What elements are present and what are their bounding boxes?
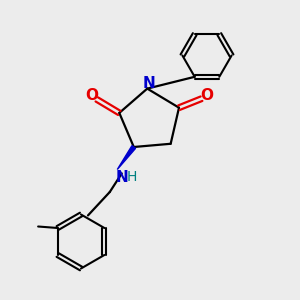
Polygon shape [117,146,136,169]
Text: O: O [200,88,213,103]
Text: N: N [142,76,155,91]
Text: N: N [116,169,128,184]
Text: O: O [85,88,98,103]
Text: H: H [127,170,137,184]
